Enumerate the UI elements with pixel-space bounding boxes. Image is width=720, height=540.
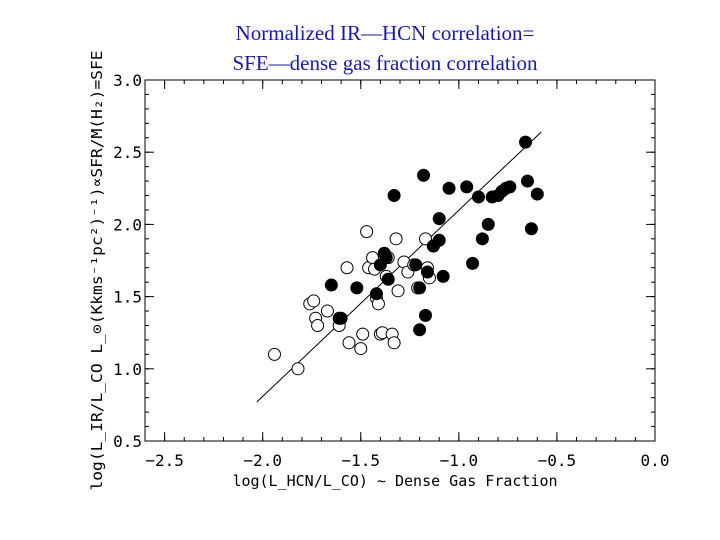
open-point	[311, 318, 325, 332]
open-point	[342, 336, 356, 350]
x-tick-label: −2.5	[145, 451, 184, 470]
y-tick-label: 1.5	[113, 288, 142, 307]
open-point	[291, 362, 305, 376]
filled-point	[417, 168, 431, 182]
filled-point	[379, 251, 393, 265]
filled-point	[432, 212, 446, 226]
open-point	[307, 294, 321, 308]
open-point	[389, 232, 403, 246]
x-tick-label: −2.0	[243, 451, 282, 470]
open-point	[391, 284, 405, 298]
filled-point	[503, 180, 517, 194]
y-tick-label: 3.0	[113, 71, 142, 90]
filled-point	[521, 174, 534, 188]
filled-point	[381, 272, 395, 286]
chart-title-line-1: Normalized IR—HCN correlation=	[235, 21, 535, 45]
open-point	[360, 225, 374, 239]
chart-title-line-2: SFE—dense gas fraction correlation	[232, 51, 538, 75]
filled-point	[369, 287, 383, 301]
filled-point	[334, 311, 348, 325]
open-point	[387, 336, 401, 350]
open-point	[267, 347, 281, 361]
data-points	[267, 135, 544, 376]
open-point	[340, 261, 354, 275]
y-tick-label: 2.5	[113, 143, 142, 162]
x-tick-label: −1.5	[342, 451, 381, 470]
filled-point	[432, 233, 446, 247]
x-tick-label: −1.0	[440, 451, 479, 470]
filled-point	[519, 135, 533, 149]
filled-point	[419, 308, 432, 322]
filled-point	[420, 265, 434, 279]
y-axis-label: log(L_IR/L_CO L_⊙(Kkms⁻¹pc²)⁻¹)∝SFR/M(H₂…	[88, 51, 106, 491]
open-point	[354, 342, 368, 356]
filled-point	[409, 258, 423, 272]
y-tick-label: 0.5	[113, 432, 142, 451]
open-point	[356, 327, 370, 341]
filled-point	[466, 256, 480, 270]
axis-ticks: −2.5 −2.0 −1.5 −1.0 −0.5 0.0 0.5 1.0 1.5 2.0 2.5 3.…	[113, 71, 669, 470]
fit-line	[256, 131, 542, 403]
filled-point	[413, 281, 427, 295]
filled-point	[530, 187, 544, 201]
filled-point	[350, 281, 364, 295]
x-tick-label: 0.0	[641, 451, 670, 470]
filled-point	[413, 323, 427, 337]
filled-point	[481, 217, 495, 231]
x-axis-label: log(L_HCN/L_CO) ∼ Dense Gas Fraction	[232, 472, 557, 490]
filled-point	[387, 189, 401, 203]
filled-point	[460, 180, 474, 194]
filled-point	[436, 269, 450, 283]
filled-point	[475, 232, 489, 246]
y-tick-label: 2.0	[113, 215, 142, 234]
filled-point	[471, 190, 485, 204]
filled-point	[324, 278, 338, 292]
x-tick-label: −0.5	[538, 451, 577, 470]
filled-point	[524, 222, 538, 236]
fit-line-group	[256, 131, 542, 403]
y-tick-label: 1.0	[113, 360, 142, 379]
axis-labels: log(L_HCN/L_CO) ∼ Dense Gas Fraction log…	[88, 51, 558, 491]
open-point	[320, 304, 334, 318]
filled-point	[442, 181, 456, 195]
